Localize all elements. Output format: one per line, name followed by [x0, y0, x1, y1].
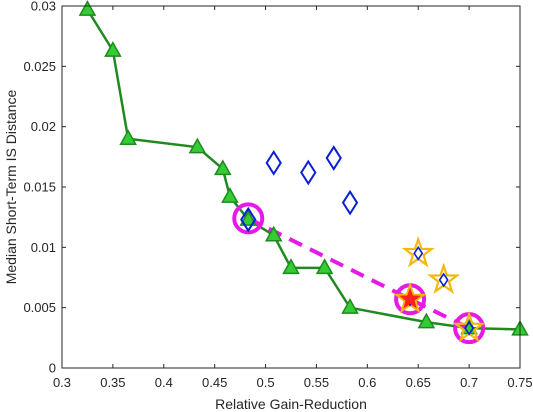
red-star-marker — [399, 287, 421, 309]
ticks-layer: 0.3 0.35 0.4 0.45 0.5 0.55 0.6 0.65 0.7 0.75 0 0.00… — [23, 0, 532, 390]
x-tick-label: 0.3 — [53, 375, 71, 390]
triangle-marker — [221, 187, 239, 203]
y-tick-label: 0.02 — [31, 119, 56, 134]
x-tick-label: 0.75 — [507, 375, 532, 390]
diamond-marker — [341, 189, 359, 216]
triangle-marker — [214, 159, 232, 176]
triangle-marker — [341, 298, 359, 314]
y-tick-label: 0.005 — [23, 300, 56, 315]
y-axis-label: Median Short-Term IS Distance — [3, 90, 19, 285]
marks-layer — [78, 0, 529, 345]
diamond-marker — [240, 206, 257, 233]
x-tick-label: 0.6 — [358, 375, 376, 390]
triangle-marker — [119, 129, 137, 145]
diamond-marker — [265, 150, 282, 176]
triangle-marker — [188, 137, 207, 154]
x-tick-label: 0.4 — [155, 375, 173, 390]
triangle-marker — [315, 258, 334, 275]
star-inner-diamond — [438, 272, 449, 288]
triangle-marker — [78, 0, 97, 16]
star-inner-diamond — [413, 245, 424, 261]
x-axis-label: Relative Gain-Reduction — [215, 396, 367, 412]
y-tick-label: 0.025 — [23, 59, 56, 74]
diamond-marker — [300, 159, 317, 186]
x-tick-label: 0.7 — [460, 375, 478, 390]
triangle-marker — [417, 312, 436, 329]
y-tick-label: 0.03 — [31, 0, 56, 14]
triangle-marker — [282, 258, 300, 275]
x-tick-label: 0.35 — [100, 375, 125, 390]
star-inner-diamond — [464, 320, 475, 336]
x-tick-label: 0.45 — [202, 375, 227, 390]
y-tick-label: 0.015 — [23, 180, 56, 195]
y-tick-label: 0 — [49, 361, 56, 376]
triangle-marker — [264, 225, 283, 242]
plot-area — [62, 6, 520, 368]
y-tick-label: 0.01 — [31, 240, 56, 255]
x-tick-label: 0.65 — [406, 375, 431, 390]
triangle-marker — [104, 41, 122, 57]
diamond-marker — [325, 145, 342, 171]
x-tick-label: 0.5 — [257, 375, 275, 390]
x-tick-label: 0.55 — [304, 375, 329, 390]
triangle-marker — [239, 210, 258, 226]
